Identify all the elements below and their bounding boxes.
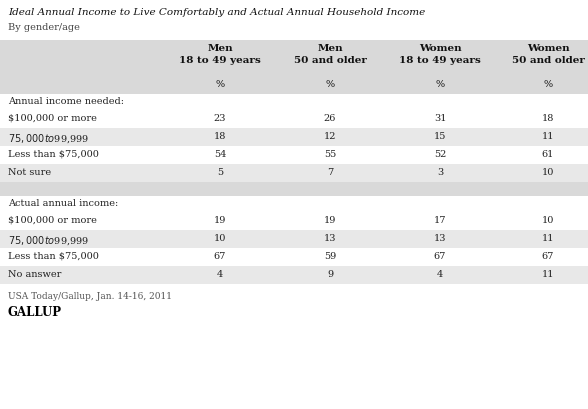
Text: 52: 52 (434, 150, 446, 159)
Text: Less than $75,000: Less than $75,000 (8, 252, 99, 261)
Text: 9: 9 (327, 270, 333, 279)
Bar (0, 266, 588, 284)
Text: 50 and older: 50 and older (293, 56, 366, 65)
Text: 50 and older: 50 and older (512, 56, 584, 65)
Text: Men: Men (207, 44, 233, 53)
Text: 10: 10 (542, 216, 554, 225)
Text: 67: 67 (434, 252, 446, 261)
Text: 67: 67 (542, 252, 554, 261)
Text: 23: 23 (214, 114, 226, 123)
Text: Annual income needed:: Annual income needed: (8, 97, 124, 106)
Text: %: % (436, 80, 445, 89)
Text: 31: 31 (434, 114, 446, 123)
Text: 11: 11 (542, 270, 554, 279)
Text: 5: 5 (217, 168, 223, 177)
Text: 7: 7 (327, 168, 333, 177)
Bar (0, 94, 588, 110)
Text: 18: 18 (214, 132, 226, 141)
Text: 10: 10 (542, 168, 554, 177)
Bar (0, 146, 588, 164)
Text: Men: Men (317, 44, 343, 53)
Text: 4: 4 (217, 270, 223, 279)
Text: 26: 26 (324, 114, 336, 123)
Text: Actual annual income:: Actual annual income: (8, 199, 118, 208)
Text: %: % (325, 80, 335, 89)
Bar (0, 230, 588, 248)
Bar (0, 110, 588, 128)
Text: Women: Women (527, 44, 569, 53)
Text: $100,000 or more: $100,000 or more (8, 114, 97, 123)
Text: 15: 15 (434, 132, 446, 141)
Text: 54: 54 (214, 150, 226, 159)
Bar (0, 196, 588, 212)
Text: 11: 11 (542, 132, 554, 141)
Bar (0, 128, 588, 146)
Bar (0, 248, 588, 266)
Bar (0, 212, 588, 230)
Text: 61: 61 (542, 150, 554, 159)
Text: 13: 13 (434, 234, 446, 243)
Text: Less than $75,000: Less than $75,000 (8, 150, 99, 159)
Text: 11: 11 (542, 234, 554, 243)
Text: 12: 12 (324, 132, 336, 141)
Text: 3: 3 (437, 168, 443, 177)
Text: 17: 17 (434, 216, 446, 225)
Text: 19: 19 (324, 216, 336, 225)
Bar (0, 78, 588, 94)
Text: By gender/age: By gender/age (8, 23, 80, 32)
Bar (0, 164, 588, 182)
Text: %: % (215, 80, 225, 89)
Text: 55: 55 (324, 150, 336, 159)
Text: 4: 4 (437, 270, 443, 279)
Bar (0, 182, 588, 196)
Text: 18: 18 (542, 114, 554, 123)
Text: $75,000 to $99,999: $75,000 to $99,999 (8, 234, 89, 247)
Text: 19: 19 (214, 216, 226, 225)
Text: USA Today/Gallup, Jan. 14-16, 2011: USA Today/Gallup, Jan. 14-16, 2011 (8, 292, 172, 301)
Text: Not sure: Not sure (8, 168, 51, 177)
Text: $75,000 to $99,999: $75,000 to $99,999 (8, 132, 89, 145)
Bar (0, 40, 588, 78)
Text: No answer: No answer (8, 270, 61, 279)
Text: 10: 10 (214, 234, 226, 243)
Text: GALLUP: GALLUP (8, 306, 62, 319)
Text: 59: 59 (324, 252, 336, 261)
Text: 18 to 49 years: 18 to 49 years (179, 56, 261, 65)
Text: %: % (543, 80, 553, 89)
Text: Women: Women (419, 44, 462, 53)
Text: 13: 13 (324, 234, 336, 243)
Text: 18 to 49 years: 18 to 49 years (399, 56, 481, 65)
Text: $100,000 or more: $100,000 or more (8, 216, 97, 225)
Text: 67: 67 (214, 252, 226, 261)
Text: Ideal Annual Income to Live Comfortably and Actual Annual Household Income: Ideal Annual Income to Live Comfortably … (8, 8, 425, 17)
